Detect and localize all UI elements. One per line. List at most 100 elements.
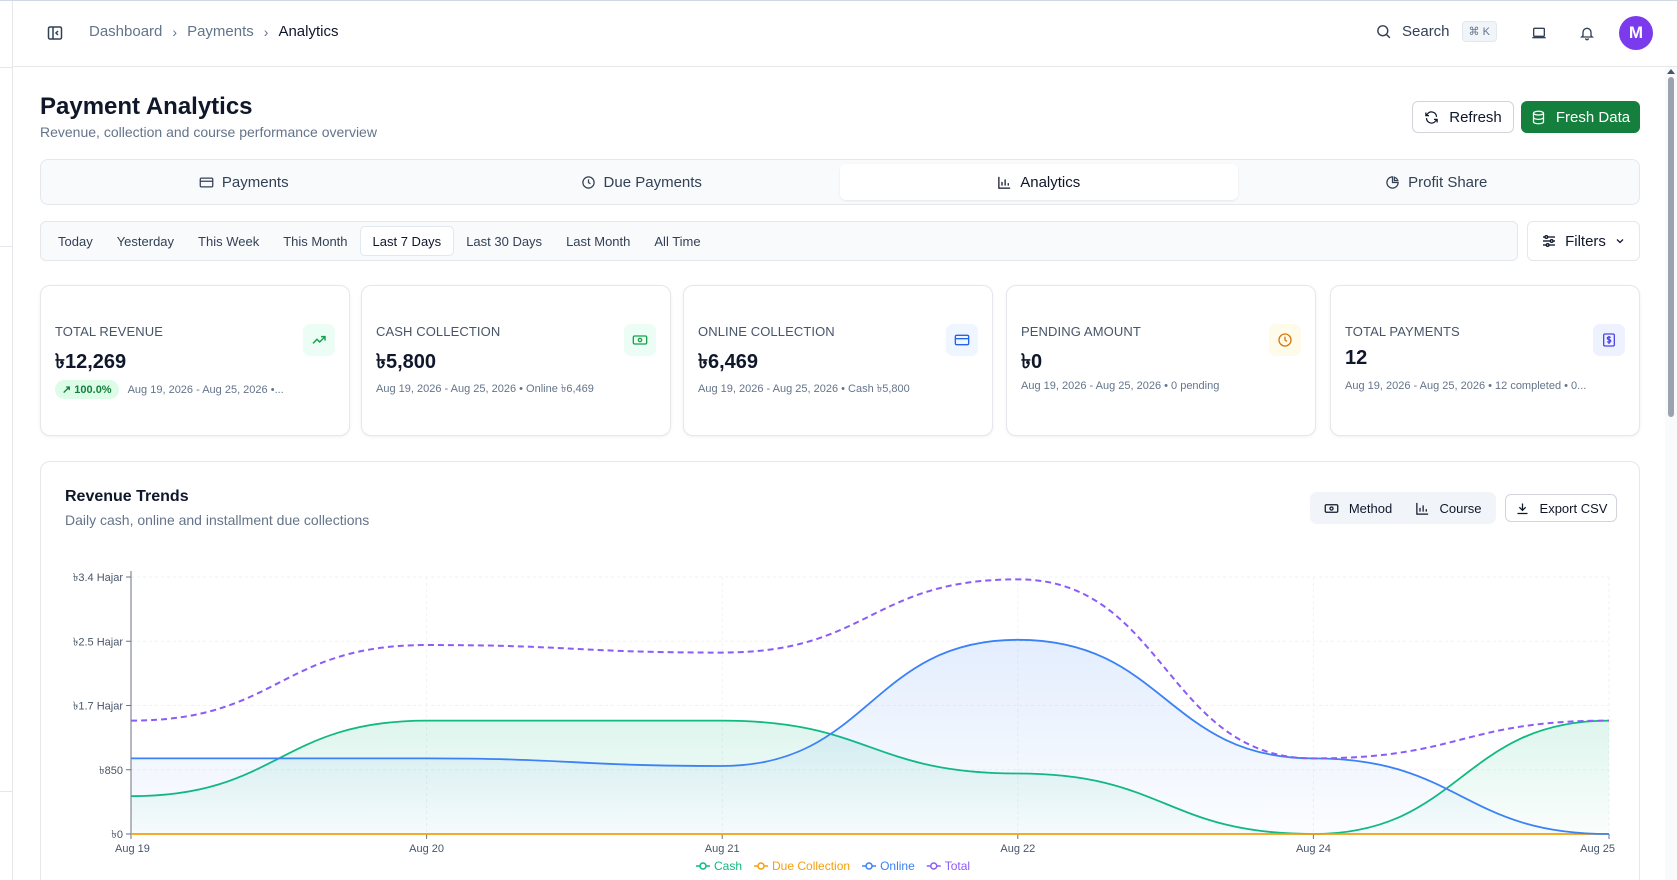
kpi-meta-text: Aug 19, 2026 - Aug 25, 2026 •...: [127, 383, 284, 396]
chevron-right-icon: ›: [263, 23, 269, 40]
kpi-value: ৳5,800: [376, 351, 437, 373]
range-all-time[interactable]: All Time: [654, 233, 701, 249]
x-tick-label: Aug 24: [1296, 843, 1331, 855]
section-tabs: Payments Due Payments Analytics Profit S…: [40, 159, 1640, 205]
credit-card-icon: [946, 324, 978, 356]
pie-icon: [1386, 175, 1399, 189]
trending-up-icon: [303, 324, 335, 356]
banknote-icon: [624, 324, 656, 356]
breadcrumb-dashboard[interactable]: Dashboard: [89, 23, 163, 40]
filters-button[interactable]: Filters: [1527, 221, 1640, 261]
x-tick-label: Aug 22: [1000, 843, 1035, 855]
scrollbar-thumb[interactable]: [1668, 77, 1674, 417]
banknote-icon: [1324, 503, 1339, 513]
breakdown-toggle: Method Course: [1310, 492, 1496, 524]
bell-icon[interactable]: [1577, 23, 1597, 43]
course-toggle[interactable]: Course: [1403, 495, 1493, 521]
search-label: Search: [1402, 23, 1450, 40]
fresh-data-button[interactable]: Fresh Data: [1521, 101, 1640, 133]
breadcrumb: Dashboard › Payments › Analytics: [89, 23, 338, 40]
tab-profit-share[interactable]: Profit Share: [1238, 164, 1636, 200]
kpi-value: ৳12,269: [55, 351, 127, 373]
refresh-icon: [1425, 110, 1438, 124]
page-subtitle: Revenue, collection and course performan…: [40, 124, 377, 140]
legend-label-online: Online: [880, 859, 915, 873]
export-label: Export CSV: [1539, 500, 1608, 516]
range-this-week[interactable]: This Week: [198, 233, 260, 249]
range-this-month[interactable]: This Month: [283, 233, 348, 249]
kpi-label: TOTAL REVENUE: [55, 324, 163, 339]
method-toggle[interactable]: Method: [1313, 495, 1403, 521]
kpi-label: TOTAL PAYMENTS: [1345, 324, 1460, 339]
y-tick-label: ৳850: [99, 765, 123, 777]
range-today[interactable]: Today: [58, 233, 93, 249]
x-tick-label: Aug 25: [1580, 843, 1615, 855]
kpi-label: PENDING AMOUNT: [1021, 324, 1141, 339]
tab-label: Analytics: [1020, 173, 1081, 191]
x-tick-label: Aug 21: [705, 843, 740, 855]
arrow-up-right-icon: ↗: [62, 384, 75, 396]
clock-icon: [1269, 324, 1301, 356]
kpi-label: CASH COLLECTION: [376, 324, 501, 339]
series-line-total: [130, 578, 1610, 760]
range-yesterday[interactable]: Yesterday: [116, 233, 175, 249]
chart-subtitle: Daily cash, online and installment due c…: [65, 512, 370, 528]
database-icon: [1532, 110, 1545, 124]
range-last-7-days[interactable]: Last 7 Days: [359, 226, 455, 256]
kpi-meta: ↗ 100.0% Aug 19, 2026 - Aug 25, 2026 •..…: [55, 380, 284, 399]
tab-label: Payments: [221, 173, 289, 191]
kpi-card-total-payments: TOTAL PAYMENTS 12 Aug 19, 2026 - Aug 25,…: [1330, 285, 1640, 436]
bar-chart-icon: [1415, 502, 1428, 515]
kpi-card-cash-collection: CASH COLLECTION ৳5,800 Aug 19, 2026 - Au…: [361, 285, 671, 436]
scroll-up-icon[interactable]: [1667, 69, 1675, 74]
export-csv-button[interactable]: Export CSV: [1505, 494, 1617, 522]
kpi-value: 12: [1345, 347, 1368, 369]
top-bar: Dashboard › Payments › Analytics Search …: [13, 1, 1677, 67]
kpi-card-total-revenue: TOTAL REVENUE ৳12,269 ↗ 100.0% Aug 19, 2…: [40, 285, 350, 436]
legend-marker-cash: [699, 862, 707, 870]
series-line-online: [131, 638, 1610, 835]
kpi-value: ৳6,469: [698, 351, 759, 373]
fresh-data-label: Fresh Data: [1555, 108, 1631, 126]
dollar-doc-icon: [1593, 324, 1625, 356]
tab-payments[interactable]: Payments: [45, 164, 443, 200]
page-title: Payment Analytics: [40, 93, 253, 120]
legend-marker-due-collection: [757, 862, 765, 870]
range-last-month[interactable]: Last Month: [566, 233, 631, 249]
download-icon: [1517, 503, 1528, 514]
x-tick-label: Aug 20: [409, 843, 444, 855]
legend-label-due-collection: Due Collection: [772, 859, 850, 873]
y-tick-label: ৳0: [111, 829, 123, 841]
sidebar-toggle-icon[interactable]: [45, 23, 65, 43]
chart-title: Revenue Trends: [65, 488, 189, 505]
avatar[interactable]: M: [1619, 16, 1653, 50]
tab-analytics[interactable]: Analytics: [840, 164, 1238, 200]
chevron-down-icon: [1616, 239, 1624, 244]
tab-due-payments[interactable]: Due Payments: [443, 164, 841, 200]
monitor-icon[interactable]: [1529, 23, 1549, 43]
method-label: Method: [1348, 500, 1393, 516]
breadcrumb-payments[interactable]: Payments: [187, 23, 254, 40]
search-shortcut: ⌘ K: [1461, 21, 1497, 42]
legend-label-total: Total: [945, 859, 970, 873]
legend-marker-online: [865, 862, 873, 870]
scrollbar[interactable]: [1665, 67, 1677, 880]
kpi-meta: Aug 19, 2026 - Aug 25, 2026 • Online ৳6,…: [376, 383, 594, 395]
kpi-meta: Aug 19, 2026 - Aug 25, 2026 • 12 complet…: [1345, 380, 1587, 392]
search-icon: [1377, 25, 1391, 39]
series-area-online: [131, 639, 1609, 834]
filters-label: Filters: [1565, 232, 1606, 250]
kpi-card-online-collection: ONLINE COLLECTION ৳6,469 Aug 19, 2026 - …: [683, 285, 993, 436]
range-last-30-days[interactable]: Last 30 Days: [466, 233, 543, 249]
x-tick-label: Aug 19: [115, 843, 150, 855]
bar-chart-icon: [998, 176, 1011, 189]
kpi-label: ONLINE COLLECTION: [698, 324, 835, 339]
refresh-label: Refresh: [1449, 108, 1502, 126]
kpi-card-pending-amount: PENDING AMOUNT ৳0 Aug 19, 2026 - Aug 25,…: [1006, 285, 1316, 436]
refresh-button[interactable]: Refresh: [1412, 101, 1514, 133]
search-button[interactable]: Search ⌘ K: [1375, 21, 1497, 42]
legend-marker-total: [930, 862, 938, 870]
course-label: Course: [1439, 500, 1482, 516]
growth-badge: ↗ 100.0%: [55, 380, 119, 399]
